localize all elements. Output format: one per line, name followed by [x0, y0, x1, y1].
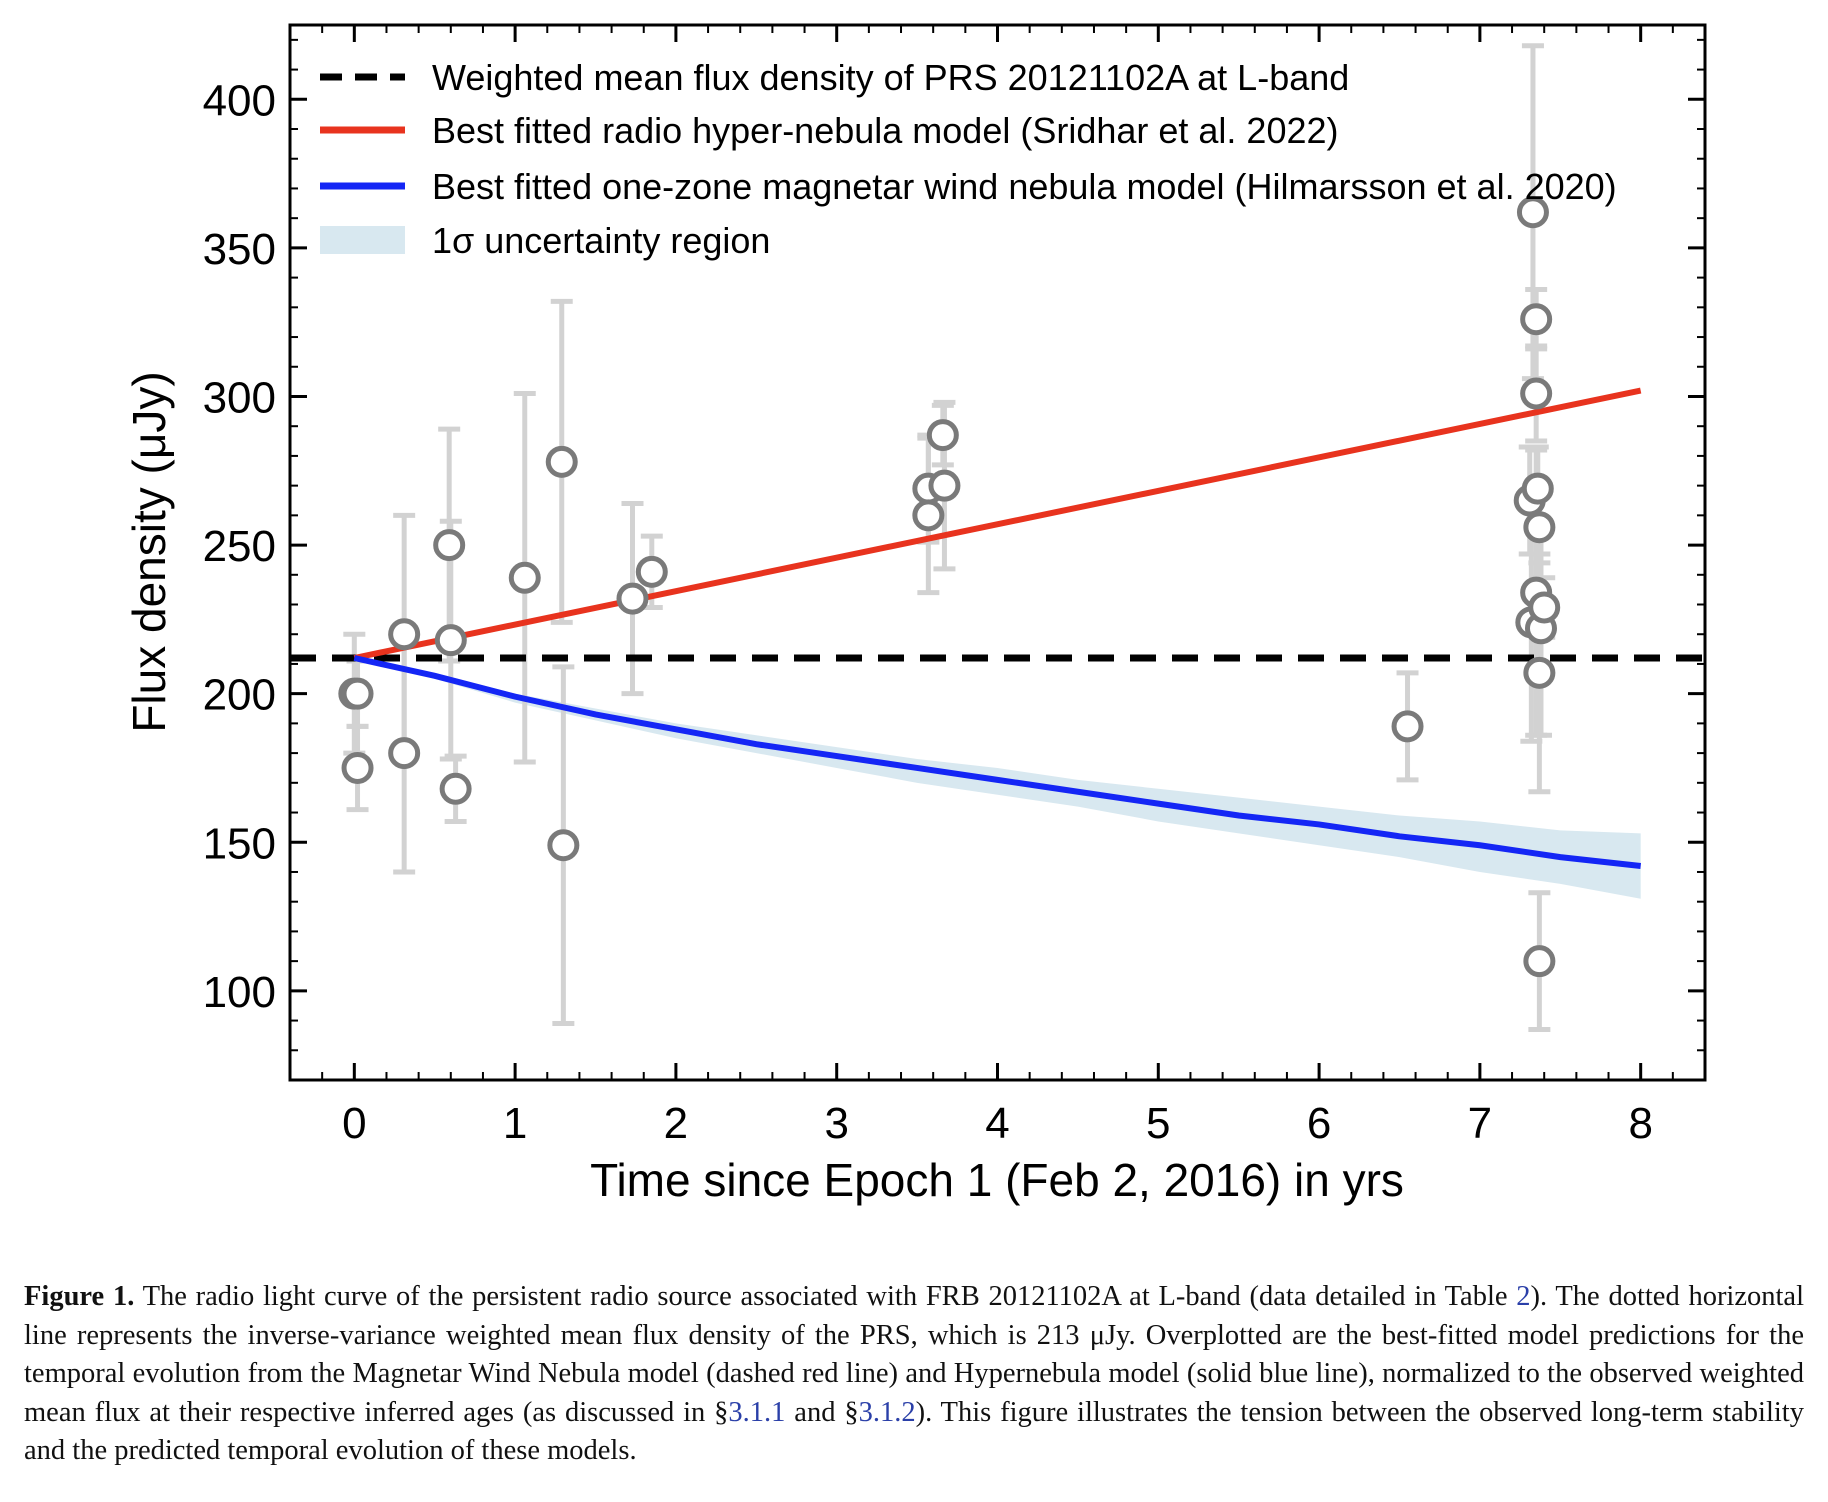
x-tick-label: 6 [1307, 1099, 1331, 1148]
axis-ticks-layer: 0 1 2 3 4 5 6 7 8 100 150 200 250 300 350 400 [203, 25, 1706, 1148]
y-tick-label: 400 [203, 76, 276, 125]
data-point-1 [341, 677, 374, 710]
data-point-28 [1523, 656, 1556, 689]
data-point-4 [388, 737, 421, 770]
data-point-29 [1523, 945, 1556, 978]
x-axis-label: Time since Epoch 1 (Feb 2, 2016) in yrs [590, 1154, 1404, 1206]
legend-magnetar-label: Best fitted one-zone magnetar wind nebul… [432, 166, 1617, 207]
x-tick-label: 7 [1468, 1099, 1492, 1148]
table-ref-link[interactable]: 2 [1516, 1281, 1531, 1312]
data-point-2 [341, 751, 374, 784]
x-tick-label: 1 [503, 1099, 527, 1148]
data-point-19 [1520, 303, 1553, 336]
model-lines-layer [290, 387, 1705, 870]
data-point-9 [545, 445, 578, 478]
figure-caption: Figure 1. The radio light curve of the p… [24, 1278, 1804, 1471]
legend-hyper-nebula-label: Best fitted radio hyper-nebula model (Sr… [432, 110, 1339, 151]
data-point-11 [616, 582, 649, 615]
data-point-18 [1516, 196, 1549, 229]
data-point-12 [635, 555, 668, 588]
y-tick-label: 150 [203, 819, 276, 868]
data-point-22 [1521, 472, 1554, 505]
x-tick-label: 3 [824, 1099, 848, 1148]
caption-text-4: ). This figure illustrates the tension b… [24, 1396, 1804, 1467]
y-tick-label: 350 [203, 225, 276, 274]
y-tick-label: 250 [203, 522, 276, 571]
section-ref-link-a[interactable]: 3.1.1 [728, 1396, 786, 1428]
magnetar-model-curve [353, 655, 1642, 870]
x-tick-label: 5 [1146, 1099, 1170, 1148]
figure-label: Figure 1. [24, 1281, 135, 1312]
x-tick-label: 2 [664, 1099, 688, 1148]
caption-text-2: ). The dotted horizontal line represents… [24, 1281, 1804, 1428]
legend-band-swatch [320, 226, 405, 254]
x-tick-label: 4 [985, 1099, 1009, 1148]
data-point-17 [1391, 710, 1424, 743]
y-tick-label: 300 [203, 373, 276, 422]
x-tick-label: 0 [342, 1099, 366, 1148]
caption-text-3: and § [785, 1396, 859, 1428]
data-point-14 [912, 499, 945, 532]
flux-light-curve-chart: 0 1 2 3 4 5 6 7 8 100 150 200 250 300 350 400 Weighted … [123, 23, 1707, 1206]
data-point-16 [928, 469, 961, 502]
legend-band-label: 1σ uncertainty region [432, 220, 770, 261]
y-tick-label: 100 [203, 968, 276, 1017]
legend-mean-label: Weighted mean flux density of PRS 201211… [432, 57, 1349, 98]
y-axis-label: Flux density (μJy) [123, 371, 175, 732]
data-point-27 [1528, 591, 1561, 624]
data-point-10 [547, 829, 580, 862]
legend: Weighted mean flux density of PRS 201211… [320, 57, 1617, 261]
data-point-3 [388, 618, 421, 651]
data-point-23 [1523, 511, 1556, 544]
data-point-7 [439, 772, 472, 805]
data-point-15 [926, 419, 959, 452]
x-tick-label: 8 [1628, 1099, 1652, 1148]
hyper-nebula-model-line [353, 387, 1642, 661]
caption-text-1: The radio light curve of the persistent … [142, 1281, 1517, 1312]
data-points-layer [338, 196, 1561, 978]
section-ref-link-b[interactable]: 3.1.2 [858, 1396, 916, 1428]
data-point-5 [433, 529, 466, 562]
y-tick-label: 200 [203, 671, 276, 720]
data-point-8 [508, 561, 541, 594]
data-point-6 [434, 624, 467, 657]
data-point-20 [1520, 377, 1553, 410]
